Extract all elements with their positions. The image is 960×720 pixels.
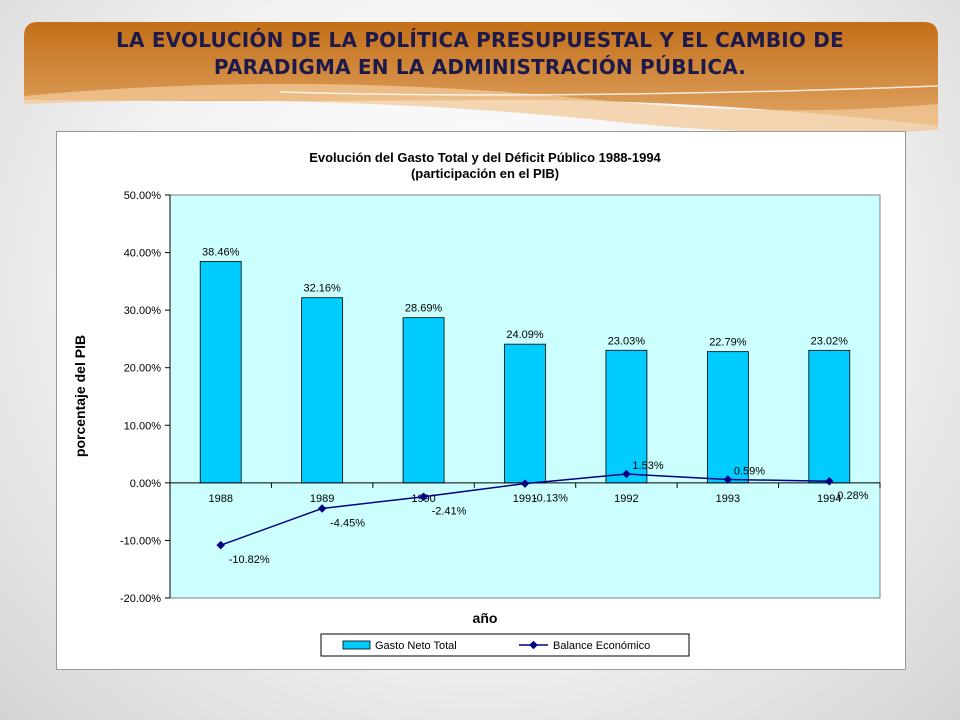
chart-frame: Evolución del Gasto Total y del Déficit … <box>56 131 906 670</box>
bar-data-label: 23.02% <box>811 335 849 347</box>
y-tick-label: 40.00% <box>124 248 162 260</box>
y-tick-label: 10.00% <box>124 420 162 432</box>
bar-data-label: 28.69% <box>405 303 443 315</box>
legend: Gasto Neto Total Balance Económico <box>320 633 690 657</box>
slide-title-line-2: PARADIGMA EN LA ADMINISTRACIÓN PÚBLICA. <box>213 55 747 79</box>
slide-title-line-1: LA EVOLUCIÓN DE LA POLÍTICA PRESUPUESTAL… <box>116 28 844 52</box>
bar-gasto-neto-total <box>605 349 648 484</box>
legend-box <box>320 633 690 657</box>
bar-data-label: 24.09% <box>506 329 544 341</box>
title-banner <box>24 22 939 134</box>
chart-subtitle: (participación en el PIB) <box>411 166 559 181</box>
chart-title: Evolución del Gasto Total y del Déficit … <box>309 150 661 165</box>
line-data-label: -2.41% <box>432 506 467 518</box>
legend-swatch-gasto <box>342 640 371 650</box>
x-tick-label: 1988 <box>208 493 232 505</box>
bar-gasto-neto-total <box>301 297 344 484</box>
line-point-marker <box>520 479 530 488</box>
banner-swoosh <box>24 83 938 134</box>
line-point-marker <box>622 469 631 479</box>
x-tick-label: 1994 <box>817 493 841 505</box>
line-data-label: -10.82% <box>229 554 270 566</box>
line-point-marker <box>825 477 834 486</box>
legend-label-gasto: Gasto Neto Total <box>375 640 457 652</box>
y-tick-label: 0.00% <box>130 478 161 490</box>
x-tick-label: 1991 <box>513 493 537 505</box>
bar-gasto-neto-total <box>808 349 851 484</box>
line-point-marker <box>419 492 428 501</box>
x-tick-label: 1993 <box>716 493 740 505</box>
y-axis-title: porcentaje del PIB <box>72 335 88 457</box>
y-tick-label: 30.00% <box>124 305 162 317</box>
y-tick-label: -20.00% <box>120 593 161 605</box>
bar-gasto-neto-total <box>402 317 445 484</box>
x-axis-title: año <box>473 610 498 626</box>
bar-data-label: 32.16% <box>303 283 341 295</box>
slide-title: LA EVOLUCIÓN DE LA POLÍTICA PRESUPUESTAL… <box>60 27 900 81</box>
y-tick-label: -10.00% <box>120 535 161 547</box>
line-point-marker <box>317 504 327 513</box>
bar-gasto-neto-total <box>706 351 749 484</box>
bar-data-label: 38.46% <box>202 246 240 258</box>
chart: Evolución del Gasto Total y del Déficit … <box>72 150 881 657</box>
line-data-label: -4.45% <box>330 517 365 529</box>
bar-gasto-neto-total <box>504 343 546 484</box>
line-data-label: 0.28% <box>837 490 868 502</box>
line-point-marker <box>723 475 733 484</box>
legend-label-balance: Balance Económico <box>553 640 650 652</box>
x-tick-label: 1989 <box>310 493 334 505</box>
y-tick-label: 50.00% <box>124 190 162 202</box>
bar-data-label: 23.03% <box>608 335 646 347</box>
banner-swoosh-line <box>279 85 939 96</box>
y-tick-label: 20.00% <box>124 363 162 375</box>
line-data-label: -0.13% <box>533 493 568 505</box>
bar-gasto-neto-total <box>199 261 242 484</box>
line-data-label: 1.53% <box>632 460 663 472</box>
x-tick-label: 1992 <box>614 493 638 505</box>
line-data-label: 0.59% <box>734 465 765 477</box>
bar-data-label: 22.79% <box>709 337 747 349</box>
